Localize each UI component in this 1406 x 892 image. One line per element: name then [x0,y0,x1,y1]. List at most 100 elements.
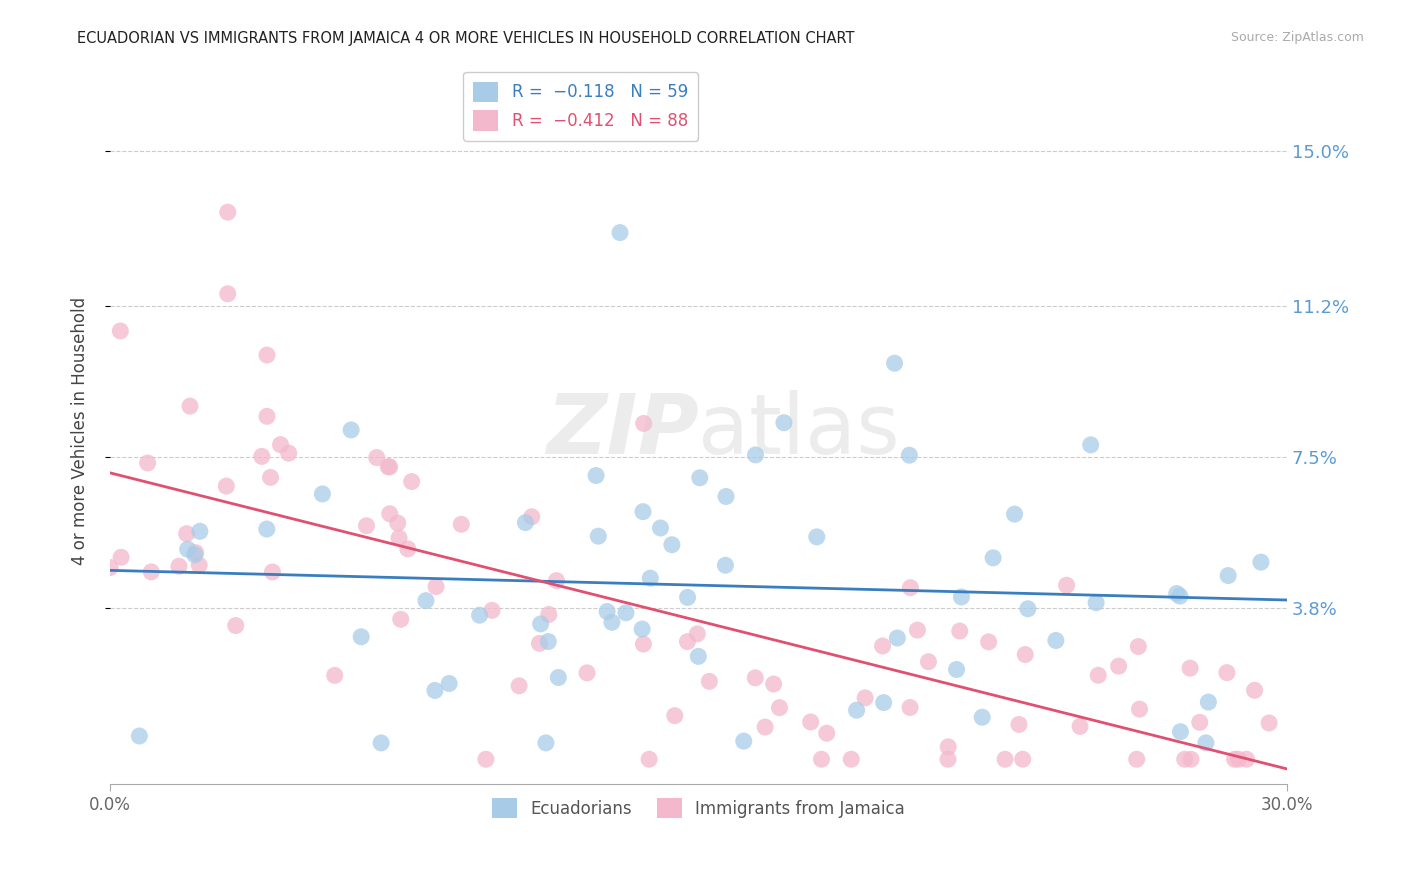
Point [1085,596,1108,610]
Point [370,736,392,750]
Point [1108,659,1130,673]
Point [640,571,662,585]
Point [1174,752,1197,766]
Point [1250,555,1272,569]
Point [699,674,721,689]
Point [277,446,299,460]
Point [176,526,198,541]
Point [167,559,190,574]
Point [977,635,1000,649]
Point [972,710,994,724]
Text: ZIP: ZIP [546,390,699,471]
Point [631,622,654,636]
Point [917,655,939,669]
Point [537,607,560,622]
Point [396,541,419,556]
Point [534,736,557,750]
Point [1056,578,1078,592]
Point [614,606,637,620]
Point [1197,695,1219,709]
Point [387,516,409,530]
Point [585,468,607,483]
Point [950,590,973,604]
Point [815,726,838,740]
Point [378,507,401,521]
Point [810,752,832,766]
Point [688,649,710,664]
Point [596,605,619,619]
Point [529,636,551,650]
Point [1128,640,1150,654]
Point [1087,668,1109,682]
Point [350,630,373,644]
Point [176,542,198,557]
Point [437,676,460,690]
Point [179,399,201,413]
Point [576,665,599,680]
Text: Source: ZipAtlas.com: Source: ZipAtlas.com [1230,31,1364,45]
Point [184,548,207,562]
Point [762,677,785,691]
Point [714,490,737,504]
Point [136,456,159,470]
Point [886,631,908,645]
Point [714,558,737,573]
Point [378,459,401,474]
Point [631,505,654,519]
Point [311,487,333,501]
Point [259,470,281,484]
Point [768,700,790,714]
Point [1178,661,1201,675]
Point [733,734,755,748]
Point [945,663,967,677]
Point [664,708,686,723]
Point [537,634,560,648]
Point [689,471,711,485]
Point [650,521,672,535]
Point [898,448,921,462]
Point [1004,507,1026,521]
Point [1045,633,1067,648]
Point [1008,717,1031,731]
Point [638,752,661,766]
Point [1227,752,1250,766]
Point [600,615,623,630]
Point [1011,752,1033,766]
Point [401,475,423,489]
Point [388,531,411,545]
Point [1168,589,1191,603]
Point [949,624,972,638]
Point [936,739,959,754]
Point [872,639,894,653]
Point [225,618,247,632]
Point [1069,719,1091,733]
Point [633,417,655,431]
Point [1188,715,1211,730]
Point [450,517,472,532]
Point [98,560,121,574]
Point [217,205,239,219]
Point [323,668,346,682]
Point [853,690,876,705]
Point [217,286,239,301]
Point [256,409,278,424]
Point [366,450,388,465]
Point [994,752,1017,766]
Point [1080,438,1102,452]
Point [128,729,150,743]
Point [1223,752,1246,766]
Point [900,581,922,595]
Point [508,679,530,693]
Point [520,509,543,524]
Point [839,752,862,766]
Point [389,612,412,626]
Point [806,530,828,544]
Point [188,558,211,573]
Point [1218,568,1240,582]
Legend: Ecuadorians, Immigrants from Jamaica: Ecuadorians, Immigrants from Jamaica [485,791,911,825]
Point [676,591,699,605]
Point [661,538,683,552]
Point [530,616,553,631]
Point [1236,752,1258,766]
Point [1170,724,1192,739]
